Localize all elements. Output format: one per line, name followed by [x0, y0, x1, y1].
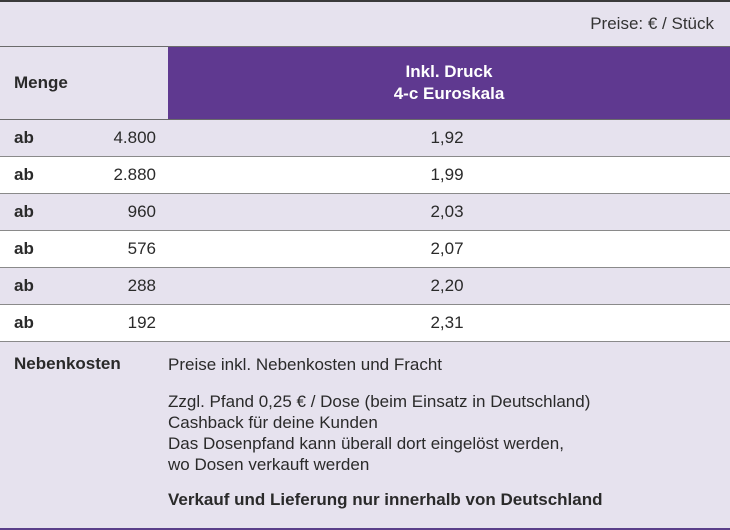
table-header: Menge Inkl. Druck 4-c Euroskala	[0, 46, 730, 120]
table-row: ab 576 2,07	[0, 231, 730, 268]
row-quantity: 288	[127, 276, 156, 295]
note-line-delivery: Verkauf und Lieferung nur innerhalb von …	[168, 490, 603, 509]
row-prefix: ab	[14, 128, 34, 147]
quantity-header: Menge	[14, 73, 68, 92]
additional-costs-text: Preise inkl. Nebenkosten und Fracht Zzgl…	[168, 354, 730, 510]
row-quantity: 576	[127, 239, 156, 258]
row-price: 1,99	[430, 165, 464, 184]
row-quantity: 4.800	[113, 128, 156, 147]
additional-costs-section: Nebenkosten Preise inkl. Nebenkosten und…	[0, 342, 730, 510]
price-column-header: Inkl. Druck 4-c Euroskala	[168, 47, 730, 119]
note-line-deposit: Zzgl. Pfand 0,25 € / Dose (beim Einsatz …	[168, 392, 591, 411]
additional-costs-label: Nebenkosten	[14, 354, 121, 373]
table-row: ab 960 2,03	[0, 194, 730, 231]
row-quantity: 2.880	[113, 165, 156, 184]
note-line-redeem: Das Dosenpfand kann überall dort eingelö…	[168, 434, 564, 453]
row-quantity: 960	[127, 202, 156, 221]
note-line-cashback: Cashback für deine Kunden	[168, 413, 378, 432]
row-prefix: ab	[14, 276, 34, 295]
table-row: ab 192 2,31	[0, 305, 730, 342]
table-row: ab 4.800 1,92	[0, 120, 730, 157]
note-line-fees: Preise inkl. Nebenkosten und Fracht	[168, 355, 443, 374]
price-column-header-line1: Inkl. Druck	[405, 62, 493, 81]
row-price: 2,07	[430, 239, 464, 258]
row-quantity: 192	[127, 313, 156, 332]
table-body: ab 4.800 1,92 ab 2.880 1,99 ab 960 2,03 …	[0, 120, 730, 342]
price-column-header-line2: 4-c Euroskala	[393, 84, 505, 103]
table-row: ab 288 2,20	[0, 268, 730, 305]
row-price: 2,20	[430, 276, 464, 295]
row-price: 2,03	[430, 202, 464, 221]
row-prefix: ab	[14, 202, 34, 221]
price-unit-bar: Preise: € / Stück	[0, 2, 730, 46]
row-prefix: ab	[14, 165, 34, 184]
row-price: 1,92	[430, 128, 464, 147]
note-line-redeem-cont: wo Dosen verkauft werden	[168, 455, 370, 474]
row-prefix: ab	[14, 313, 34, 332]
price-unit-label: Preise: € / Stück	[590, 14, 714, 33]
row-price: 2,31	[430, 313, 464, 332]
table-row: ab 2.880 1,99	[0, 157, 730, 194]
row-prefix: ab	[14, 239, 34, 258]
